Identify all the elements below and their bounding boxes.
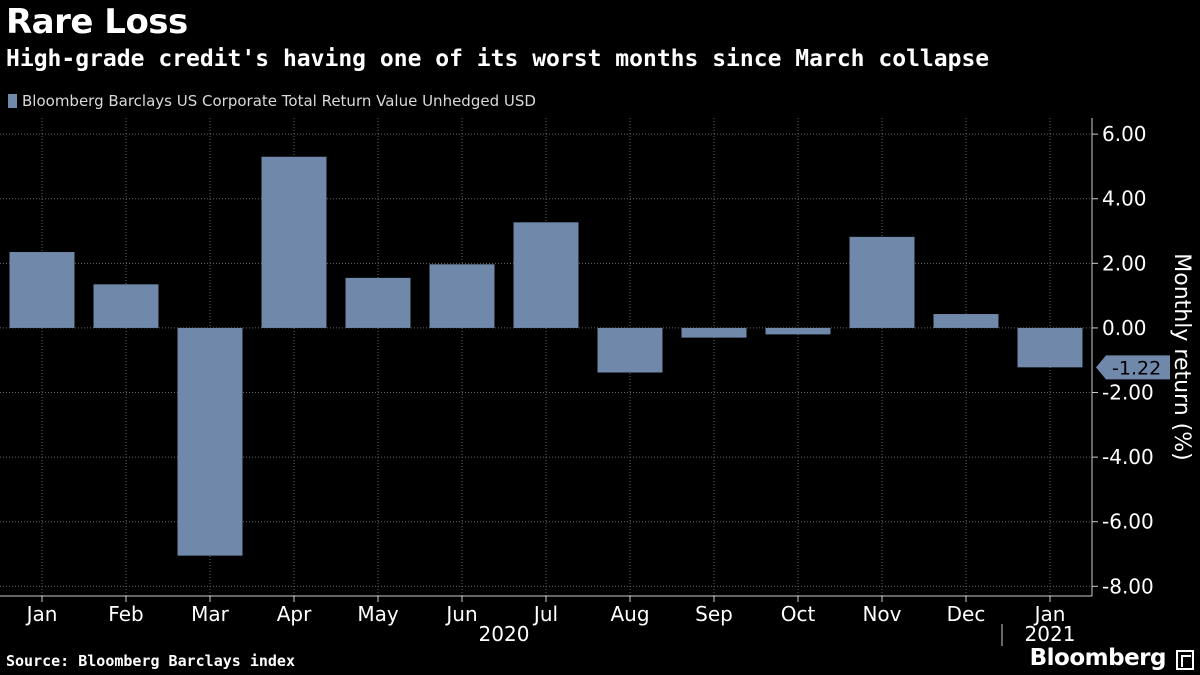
bar-jan [1017,327,1083,368]
terminal-icon [1176,650,1194,670]
last-value-callout [1096,355,1170,380]
y-axis-title: Monthly return (%) [1169,253,1194,460]
x-tick-label: Nov [862,602,901,626]
legend-label: Bloomberg Barclays US Corporate Total Re… [22,92,536,110]
x-tick-label: Dec [947,602,986,626]
x-tick-label: Mar [191,602,230,626]
bar-jun [429,264,495,328]
legend: Bloomberg Barclays US Corporate Total Re… [8,92,536,110]
grid [0,118,1092,596]
y-tick-label: 6.00 [1102,122,1147,146]
bar-may [345,277,411,328]
bars [9,156,1083,556]
bar-aug [597,327,663,373]
chart-subtitle: High-grade credit's having one of its wo… [6,46,990,72]
legend-swatch [8,94,17,108]
y-tick-label: -2.00 [1102,381,1154,405]
last-value-label: -1.22 [1112,357,1161,379]
bar-feb [93,284,159,328]
bar-mar [177,327,243,556]
y-tick-label: 0.00 [1102,316,1147,340]
y-tick-label: -8.00 [1102,574,1154,598]
bar-apr [261,156,327,328]
x-tick-label: Apr [277,602,312,626]
x-tick-label: Jan [25,602,58,626]
source-note: Source: Bloomberg Barclays index [6,652,295,670]
y-tick-label: -4.00 [1102,445,1154,469]
x-tick-label: Jul [532,602,558,626]
y-tick-label: 2.00 [1102,251,1147,275]
x-tick-label: Aug [610,602,649,626]
x-tick-label: Feb [108,602,143,626]
bar-jan [9,252,75,328]
chart-title: Rare Loss [6,2,188,42]
x-tick-label: Jan [1033,602,1066,626]
bar-dec [933,314,999,328]
brand-logo: Bloomberg [1029,645,1167,671]
bar-nov [849,236,915,328]
bar-jul [513,222,579,328]
x-tick-label: Sep [695,602,733,626]
axes: 6.00 4.00 2.00 0.00 -2.00 -4.00 -6.00 -8.00 Jan F… [0,118,1194,646]
x-year-label: 2020 [479,622,530,646]
y-tick-label: -6.00 [1102,510,1154,534]
x-tick-label: Jun [444,602,477,626]
x-year-label: 2021 [1025,622,1076,646]
bar-sep [681,327,747,338]
x-tick-label: Oct [781,602,816,626]
y-tick-label: 4.00 [1102,187,1147,211]
bar-oct [765,327,831,335]
x-tick-label: May [357,602,399,626]
